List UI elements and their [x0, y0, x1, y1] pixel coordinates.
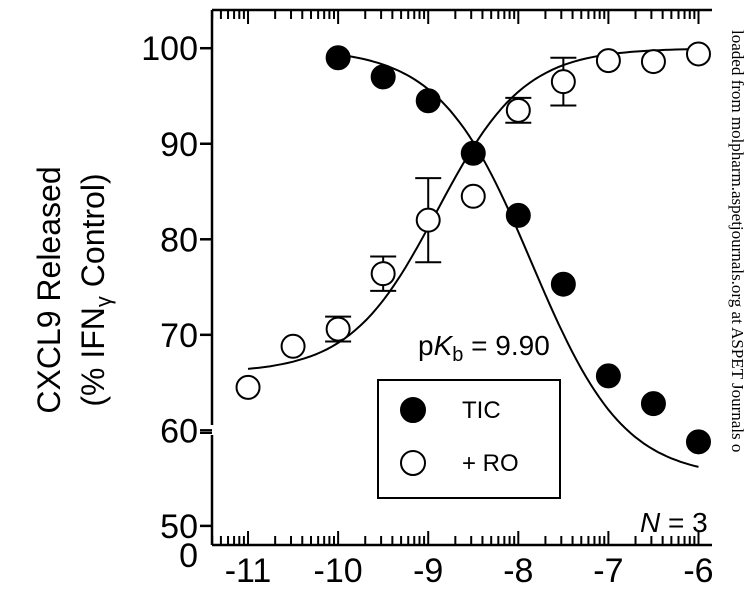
data-point-tic	[685, 429, 711, 455]
y-axis-title-line2: (% IFNγ Control)	[75, 173, 116, 406]
data-point-ro	[595, 48, 621, 74]
data-point-tic	[325, 45, 351, 71]
data-point-tic	[505, 202, 531, 228]
legend-marker-tic	[400, 397, 426, 423]
fit-curve-ro	[247, 48, 699, 370]
data-point-tic	[370, 64, 396, 90]
pkb-annotation: pKb = 9.90	[418, 330, 550, 366]
fit-curve-tic	[337, 53, 699, 468]
y-tick-label: 60	[160, 412, 198, 450]
y-axis-title: CXCL9 Released (% IFNγ Control)	[31, 166, 116, 413]
y-axis-title-line1: CXCL9 Released	[31, 166, 67, 413]
data-point-ro	[640, 49, 666, 75]
data-points	[235, 41, 711, 455]
x-tick-label: -10	[314, 552, 363, 590]
data-point-ro	[505, 97, 531, 123]
error-bars	[325, 56, 577, 343]
legend-label-tic: TIC	[462, 397, 501, 424]
y-tick-label: 80	[160, 221, 198, 259]
watermark: loaded from molpharm.aspetjournals.org a…	[728, 30, 747, 452]
data-point-tic	[640, 391, 666, 417]
x-tick-label: -11	[225, 552, 272, 590]
data-point-tic	[415, 88, 441, 114]
x-tick-label: -6	[683, 552, 713, 590]
data-point-ro	[370, 261, 396, 287]
axes: -11 -10 -9 -8 -7 -6 50 60 70 80 90 100 0	[141, 8, 714, 590]
data-point-ro	[460, 183, 486, 209]
y-tick-label: 50	[160, 508, 198, 546]
data-point-ro	[325, 316, 351, 342]
y-tick-label: 90	[160, 126, 198, 164]
data-point-ro	[550, 69, 576, 95]
legend-marker-ro	[400, 450, 426, 476]
data-point-ro	[235, 374, 261, 400]
x-tick-label: -8	[503, 552, 533, 590]
data-point-tic	[550, 271, 576, 297]
data-point-ro	[280, 333, 306, 359]
data-point-tic	[595, 363, 621, 389]
n-label: N = 3	[640, 507, 708, 538]
data-point-ro	[685, 41, 711, 67]
x-tick-label: -9	[413, 552, 443, 590]
data-point-tic	[460, 140, 486, 166]
legend: TIC + RO	[377, 379, 561, 499]
data-point-ro	[415, 207, 441, 233]
legend-label-ro: + RO	[462, 450, 519, 477]
y-tick-label: 100	[141, 30, 198, 68]
y-broken-zero-label: 0	[179, 537, 198, 575]
y-tick-label: 70	[160, 317, 198, 355]
x-tick-label: -7	[593, 552, 623, 590]
